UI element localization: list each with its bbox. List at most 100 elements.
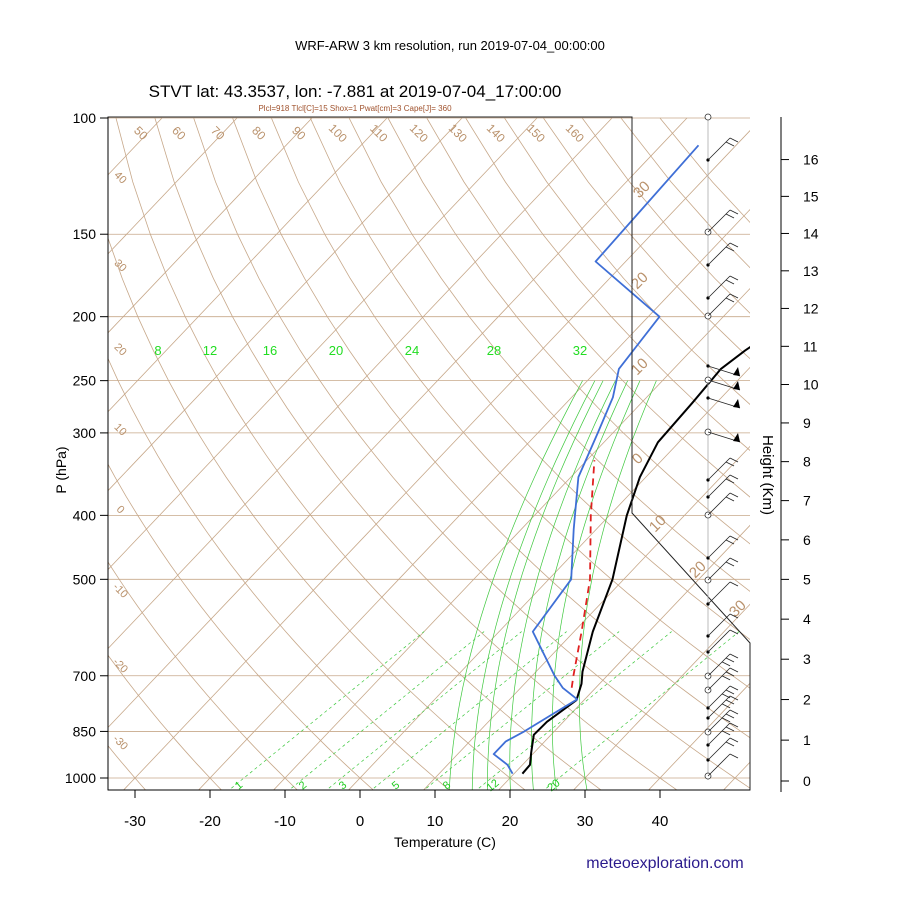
isotherm-edge-label: 0 — [114, 503, 127, 516]
wind-barb — [708, 210, 730, 232]
dry-adiabat — [0, 118, 223, 792]
wind-barb-feather — [726, 700, 734, 704]
mixing-ratio-line — [369, 632, 566, 792]
wind-barb-feather — [730, 630, 738, 634]
wind-barb-feather — [730, 276, 738, 280]
mixing-ratio-line — [422, 632, 619, 792]
temperature-line — [522, 140, 900, 774]
isotherm — [0, 118, 162, 792]
temperature-tick-label: 40 — [652, 813, 669, 830]
mixing-ratio-line — [287, 632, 484, 792]
mixing-ratio-label: 16 — [263, 343, 277, 358]
calm-wind-marker — [705, 114, 711, 120]
wind-barb-feather — [730, 475, 738, 479]
pressure-tick-label: 400 — [73, 507, 97, 523]
pressure-tick-label: 100 — [73, 110, 97, 126]
height-tick-label: 9 — [803, 415, 811, 431]
isotherm-edge-label: -10 — [110, 581, 130, 601]
isotherm-edge-label: 30 — [630, 178, 654, 202]
dry-adiabat-label: 100 — [326, 121, 350, 145]
isotherm-edge-label: 40 — [112, 169, 129, 186]
wind-barb-feather — [726, 658, 734, 662]
height-tick-label: 16 — [803, 152, 819, 168]
mixing-ratio-label: 24 — [405, 343, 419, 358]
wind-barb-feather — [726, 672, 734, 676]
wind-barb-feather — [730, 738, 738, 742]
isotherm — [722, 118, 900, 792]
dry-adiabat-label: 90 — [289, 123, 309, 143]
wind-barb-feather — [730, 754, 738, 758]
isotherm — [497, 118, 900, 792]
dry-adiabat — [38, 118, 451, 792]
wind-barb-flag — [733, 399, 740, 408]
isotherm — [0, 118, 237, 792]
wind-barb — [708, 536, 730, 558]
height-tick-label: 5 — [803, 571, 811, 587]
pressure-tick-label: 300 — [73, 425, 97, 441]
wind-barb — [708, 458, 730, 480]
temperature-tick-label: -30 — [124, 813, 146, 830]
isotherm — [347, 118, 900, 792]
station-title: STVT lat: 43.3537, lon: -7.881 at 2019-0… — [149, 82, 562, 101]
plot-frame — [108, 117, 750, 790]
wind-barb-feather — [722, 676, 730, 680]
isotherm-edge-label: -20 — [110, 656, 130, 676]
dry-adiabat — [194, 118, 756, 792]
dry-adiabat — [660, 118, 900, 792]
wind-barb — [708, 493, 730, 515]
height-tick-label: 4 — [803, 611, 811, 627]
wind-barb-feather — [726, 540, 734, 544]
pressure-tick-label: 200 — [73, 309, 97, 325]
wind-barb-feather — [730, 210, 738, 214]
pressure-tick-label: 250 — [73, 373, 97, 389]
dry-adiabat-label: 80 — [249, 123, 269, 143]
mixing-ratio-bottom-label: 20 — [546, 777, 563, 794]
wind-barb-feather — [730, 686, 738, 690]
isotherm — [122, 118, 762, 792]
pressure-tick-label: 150 — [73, 226, 97, 242]
wind-barb-feather — [722, 662, 730, 666]
dry-adiabat — [0, 118, 299, 792]
pressure-tick-label: 700 — [73, 668, 97, 684]
height-tick-label: 1 — [803, 732, 811, 748]
isotherm — [0, 118, 537, 792]
height-tick-label: 0 — [803, 773, 811, 789]
isotherm — [572, 118, 900, 792]
mixing-ratio-label: 20 — [329, 343, 343, 358]
dewpoint-line — [494, 145, 699, 773]
isotherm — [197, 118, 837, 792]
height-tick-label: 3 — [803, 651, 811, 667]
wind-barb — [708, 668, 730, 690]
isotherm — [47, 118, 687, 792]
temperature-tick-label: -10 — [274, 813, 296, 830]
wind-barb-feather — [730, 243, 738, 247]
run-title: WRF-ARW 3 km resolution, run 2019-07-04_… — [295, 38, 605, 53]
dry-adiabat — [388, 118, 900, 792]
wind-barb-feather — [726, 690, 734, 694]
height-tick-label: 10 — [803, 377, 819, 393]
wind-barb-feather — [730, 493, 738, 497]
dry-adiabat-label: 140 — [484, 121, 508, 145]
wind-barb-feather — [726, 497, 734, 501]
wind-barb-feather — [730, 536, 738, 540]
height-tick-label: 13 — [803, 263, 819, 279]
height-tick-label: 6 — [803, 532, 811, 548]
moist-adiabat — [449, 381, 582, 792]
wind-barb — [708, 614, 730, 636]
dry-adiabat-label: 110 — [367, 121, 391, 145]
wind-barb-feather — [726, 727, 734, 731]
dry-adiabat — [0, 118, 147, 792]
dry-adiabat-label: 120 — [407, 121, 431, 145]
wind-barb-feather — [726, 142, 734, 146]
indices-line: Plcl=918 Tlcl[C]=15 Shox=1 Pwat[cm]=3 Ca… — [258, 104, 452, 113]
isotherm-edge-label: 10 — [112, 421, 129, 438]
height-tick-label: 8 — [803, 454, 811, 470]
moist-adiabat — [488, 381, 604, 792]
parcel-line — [572, 460, 595, 688]
dry-adiabat-label: 50 — [131, 123, 151, 143]
